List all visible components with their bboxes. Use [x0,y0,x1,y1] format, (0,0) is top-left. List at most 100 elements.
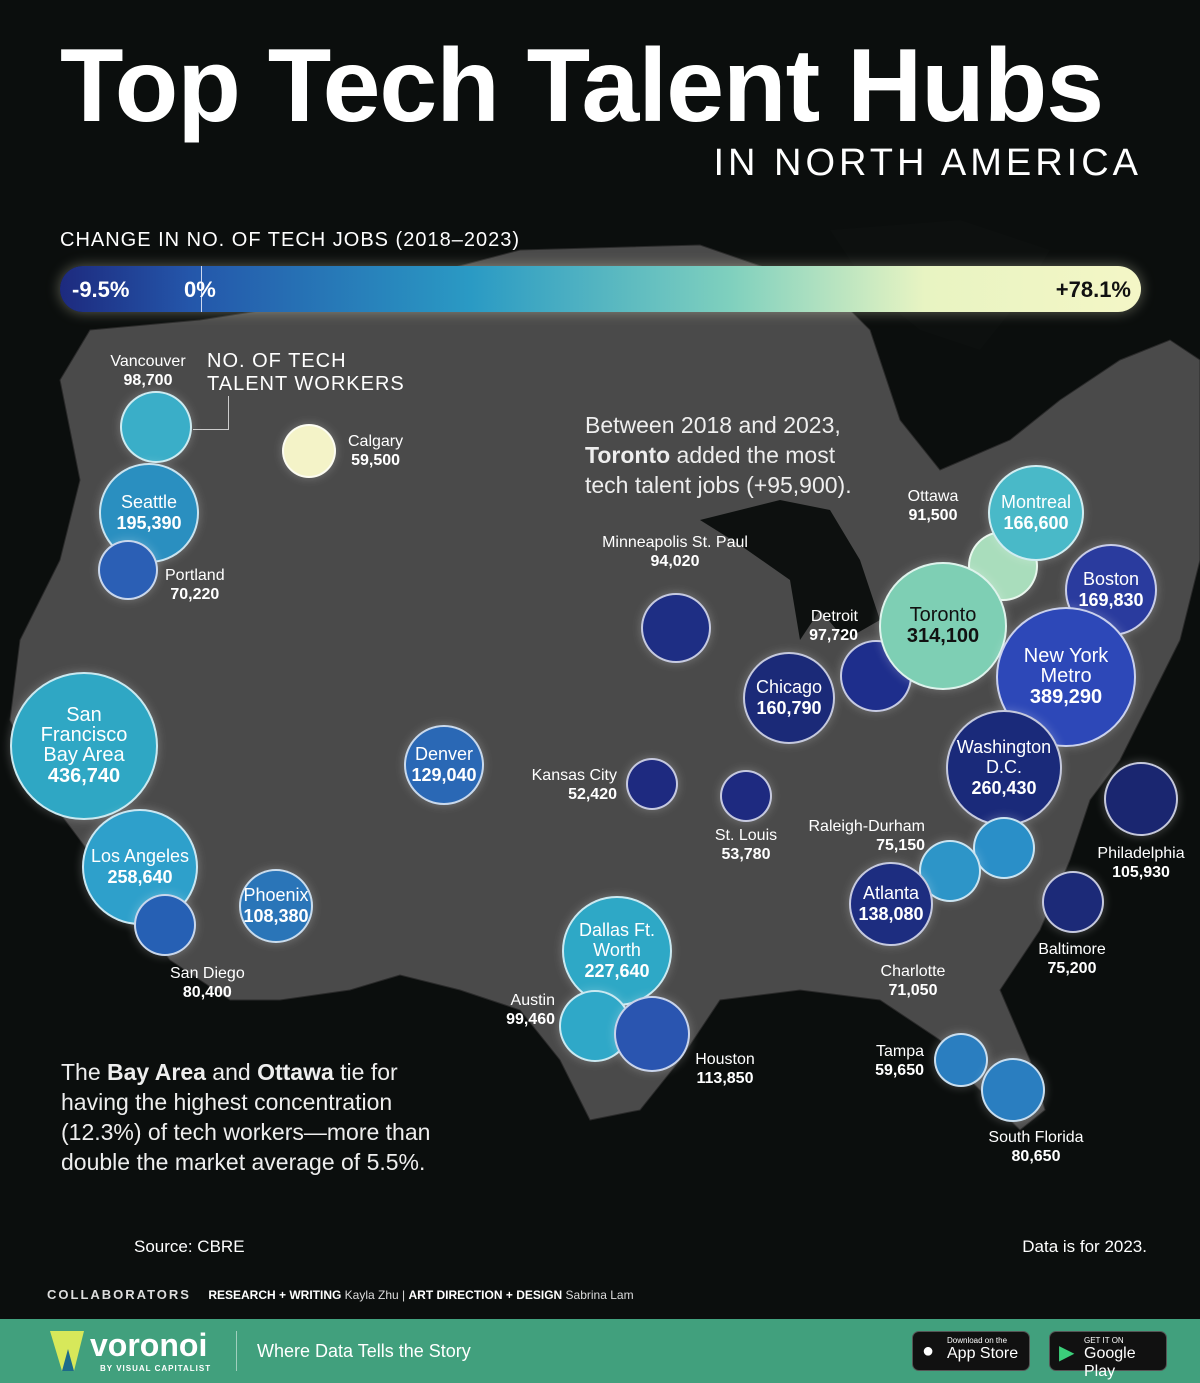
callout-text: added the most [676,442,836,468]
city-label-kansas-city: Kansas City 52,420 [532,766,617,804]
city-name: Ottawa [907,488,959,505]
city-label-st-louis: St. Louis 53,780 [666,826,826,864]
city-value: 98,700 [123,372,173,389]
city-name: Toronto [909,604,977,626]
city-value: 108,380 [243,906,309,926]
design-label: ART DIRECTION + DESIGN [408,1288,563,1302]
city-bubble-baltimore [1042,871,1104,933]
page-subtitle: IN NORTH AMERICA [713,142,1142,184]
bay-area-callout: The Bay Area and Ottawa tie for having t… [61,1057,430,1177]
city-name: Raleigh-Durham [808,818,926,835]
city-bubble-washington-d-c-: Washington D.C. 260,430 [946,710,1062,826]
city-name: South Florida [988,1129,1084,1146]
city-bubble-denver: Denver 129,040 [404,725,484,805]
city-bubble-portland [98,540,158,600]
city-bubble-san-francisco-bay-area: San Francisco Bay Area 436,740 [10,672,158,820]
city-label-ottawa: Ottawa 91,500 [853,487,1013,525]
city-value: 99,460 [506,1011,555,1028]
city-value: 52,420 [568,786,617,803]
play-label: Google Play [1084,1345,1136,1380]
city-name: Phoenix [243,885,309,905]
city-bubble-montreal: Montreal 166,600 [988,465,1084,561]
city-bubble-chicago: Chicago 160,790 [743,652,835,744]
brand-sub: BY VISUAL CAPITALIST [100,1364,212,1373]
city-name: Washington D.C. [956,737,1052,777]
callout-bold: Toronto [585,442,671,468]
city-name: Minneapolis St. Paul [602,534,748,551]
brand-bar: voronoi BY VISUAL CAPITALIST Where Data … [0,1319,1200,1383]
city-value: 80,400 [182,984,232,1001]
city-name: Houston [695,1051,755,1068]
city-label-baltimore: Baltimore 75,200 [992,940,1152,978]
city-value: 169,830 [1078,590,1144,610]
callout-line: double the market average of 5.5%. [61,1149,426,1175]
city-name: San Francisco Bay Area [40,704,128,766]
collaborators-label: COLLABORATORS [47,1287,191,1302]
zero-marker [201,266,202,312]
city-name: Detroit [810,608,858,625]
callout-line: (12.3%) of tech workers—more than [61,1119,431,1145]
app-store-small: Download on the [947,1336,1008,1345]
city-bubble-san-diego [134,894,196,956]
city-name: Chicago [755,677,823,697]
city-label-raleigh-durham: Raleigh-Durham 75,150 [809,817,926,855]
city-name: Seattle [120,492,178,512]
callout-bold: Bay Area [107,1059,206,1085]
city-bubble-atlanta: Atlanta 138,080 [849,862,933,946]
callout-text: and [205,1059,258,1085]
city-label-calgary: Calgary 59,500 [348,432,403,470]
research-label: RESEARCH + WRITING [208,1288,342,1302]
divider [236,1331,237,1371]
city-label-detroit: Detroit 97,720 [809,607,858,645]
city-label-south-florida: South Florida 80,650 [956,1128,1116,1166]
city-name: Philadelphia [1097,845,1185,862]
city-value: 59,500 [351,452,401,469]
city-value: 75,150 [876,837,925,854]
city-value: 436,740 [47,765,121,787]
city-value: 53,780 [721,846,771,863]
city-name: San Diego [170,965,245,982]
city-name: Charlotte [880,963,946,980]
city-value: 258,640 [107,867,173,887]
app-store-button[interactable]: ● Download on the App Store [912,1331,1030,1371]
city-bubble-kansas-city [626,758,678,810]
page-title: Top Tech Talent Hubs [60,28,1104,144]
city-name: Denver [414,744,474,764]
scale-max-label: +78.1% [1055,277,1131,302]
city-name: Dallas Ft. Worth [578,920,656,960]
city-bubble-south-florida [981,1058,1045,1122]
app-store-label: App Store [947,1345,1019,1362]
great-lakes [700,500,880,640]
brand-name: voronoi [90,1327,208,1363]
city-name: Austin [510,992,555,1009]
callout-text: tie for [333,1059,398,1085]
city-value: 94,020 [650,553,700,570]
design-name: Sabrina Lam [565,1288,634,1302]
city-label-austin: Austin 99,460 [506,991,555,1029]
city-name: Vancouver [110,353,186,370]
tagline: Where Data Tells the Story [257,1341,471,1361]
city-bubble-calgary [282,424,336,478]
city-bubble-philadelphia [1104,762,1178,836]
city-value: 389,290 [1029,686,1103,708]
city-value: 227,640 [584,961,650,981]
city-value: 113,850 [696,1070,754,1087]
city-name: Kansas City [531,767,617,784]
size-legend-note: NO. OF TECH TALENT WORKERS [207,350,405,396]
city-value: 129,040 [411,765,477,785]
color-scale-bar: -9.5% 0% +78.1% [60,266,1141,312]
callout-text: The [61,1059,108,1085]
city-label-tampa: Tampa 59,650 [875,1042,924,1080]
city-value: 166,600 [1003,513,1069,533]
data-year-note: Data is for 2023. [1022,1237,1147,1256]
callout-line: Between 2018 and 2023, [585,412,841,438]
size-note-leader [193,396,229,430]
play-small: GET IT ON [1084,1336,1124,1345]
google-play-button[interactable]: ▶ GET IT ON Google Play [1049,1331,1167,1380]
city-bubble-minneapolis-st-paul [641,593,711,663]
play-icon: ▶ [1059,1342,1075,1364]
city-name: Boston [1082,569,1140,589]
city-bubble-phoenix: Phoenix 108,380 [239,869,313,943]
city-name: Los Angeles [90,846,190,866]
callout-line: having the highest concentration [61,1089,393,1115]
